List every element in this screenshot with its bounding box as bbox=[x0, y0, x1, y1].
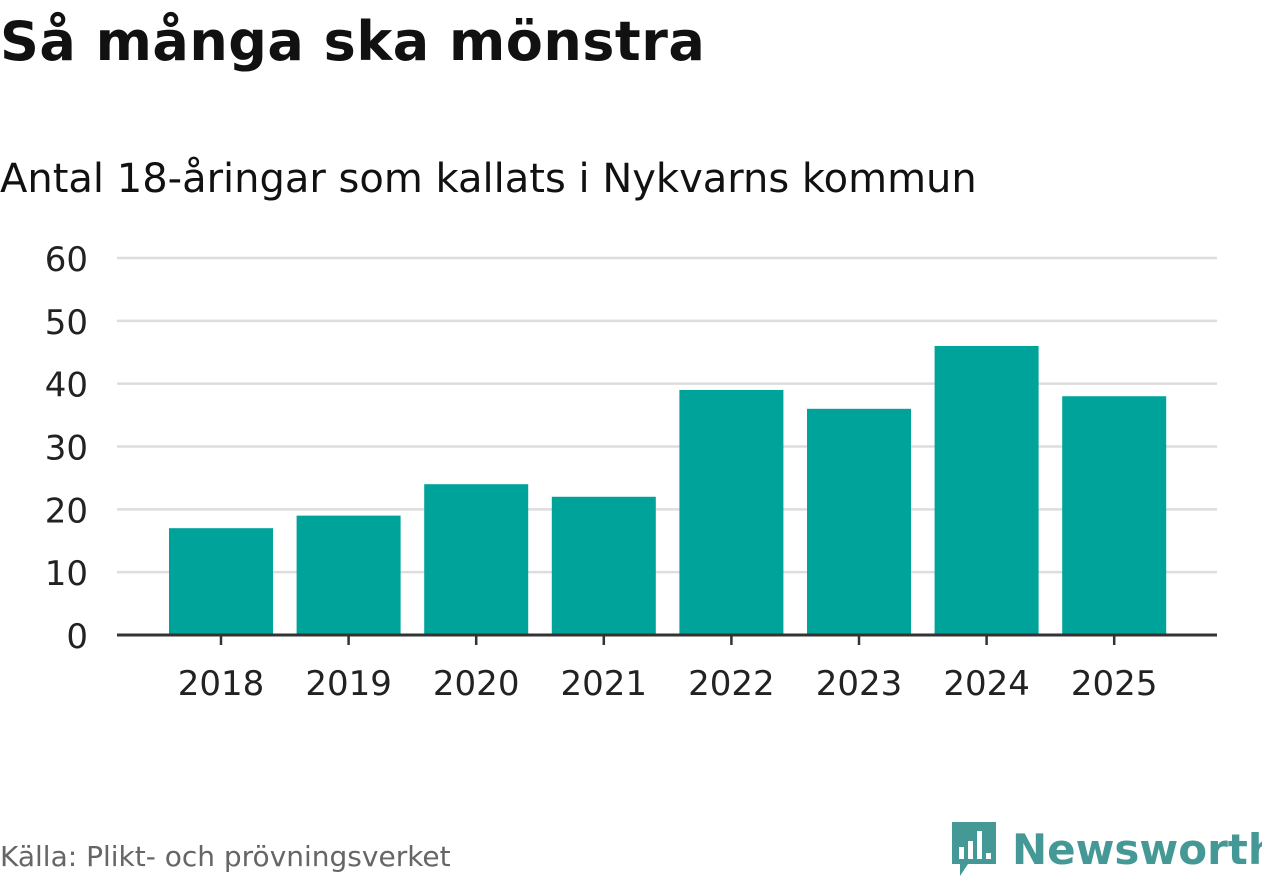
x-tick-label: 2021 bbox=[561, 664, 648, 704]
y-tick-label: 10 bbox=[45, 554, 88, 594]
y-tick-label: 40 bbox=[45, 366, 88, 406]
x-tick-label: 2025 bbox=[1071, 664, 1158, 704]
y-tick-label: 30 bbox=[45, 429, 88, 469]
x-tick-label: 2022 bbox=[688, 664, 775, 704]
y-tick-label: 20 bbox=[45, 491, 88, 531]
x-tick-label: 2019 bbox=[305, 664, 392, 704]
bar bbox=[296, 515, 401, 635]
bar bbox=[679, 389, 784, 635]
source-note: Källa: Plikt- och prövningsverket bbox=[0, 840, 451, 873]
y-tick-label: 60 bbox=[45, 240, 88, 280]
bar bbox=[424, 484, 529, 635]
chart-subtitle: Antal 18-åringar som kallats i Nykvarns … bbox=[0, 156, 977, 202]
bar bbox=[551, 496, 656, 635]
y-tick-label: 50 bbox=[45, 303, 88, 343]
bar bbox=[807, 408, 911, 635]
bar bbox=[934, 345, 1039, 635]
brand-name: Newsworthy bbox=[1012, 824, 1262, 874]
x-tick-label: 2024 bbox=[943, 664, 1030, 704]
chart-title: Så många ska mönstra bbox=[0, 10, 706, 73]
newsworthy-logo-icon bbox=[952, 822, 996, 876]
brand-logo: Newsworthy bbox=[950, 820, 1262, 878]
x-tick-label: 2023 bbox=[816, 664, 903, 704]
x-tick-label: 2018 bbox=[178, 664, 265, 704]
bar bbox=[169, 528, 273, 635]
x-tick-label: 2020 bbox=[433, 664, 520, 704]
bar bbox=[1062, 396, 1167, 635]
y-tick-label: 0 bbox=[66, 617, 88, 657]
